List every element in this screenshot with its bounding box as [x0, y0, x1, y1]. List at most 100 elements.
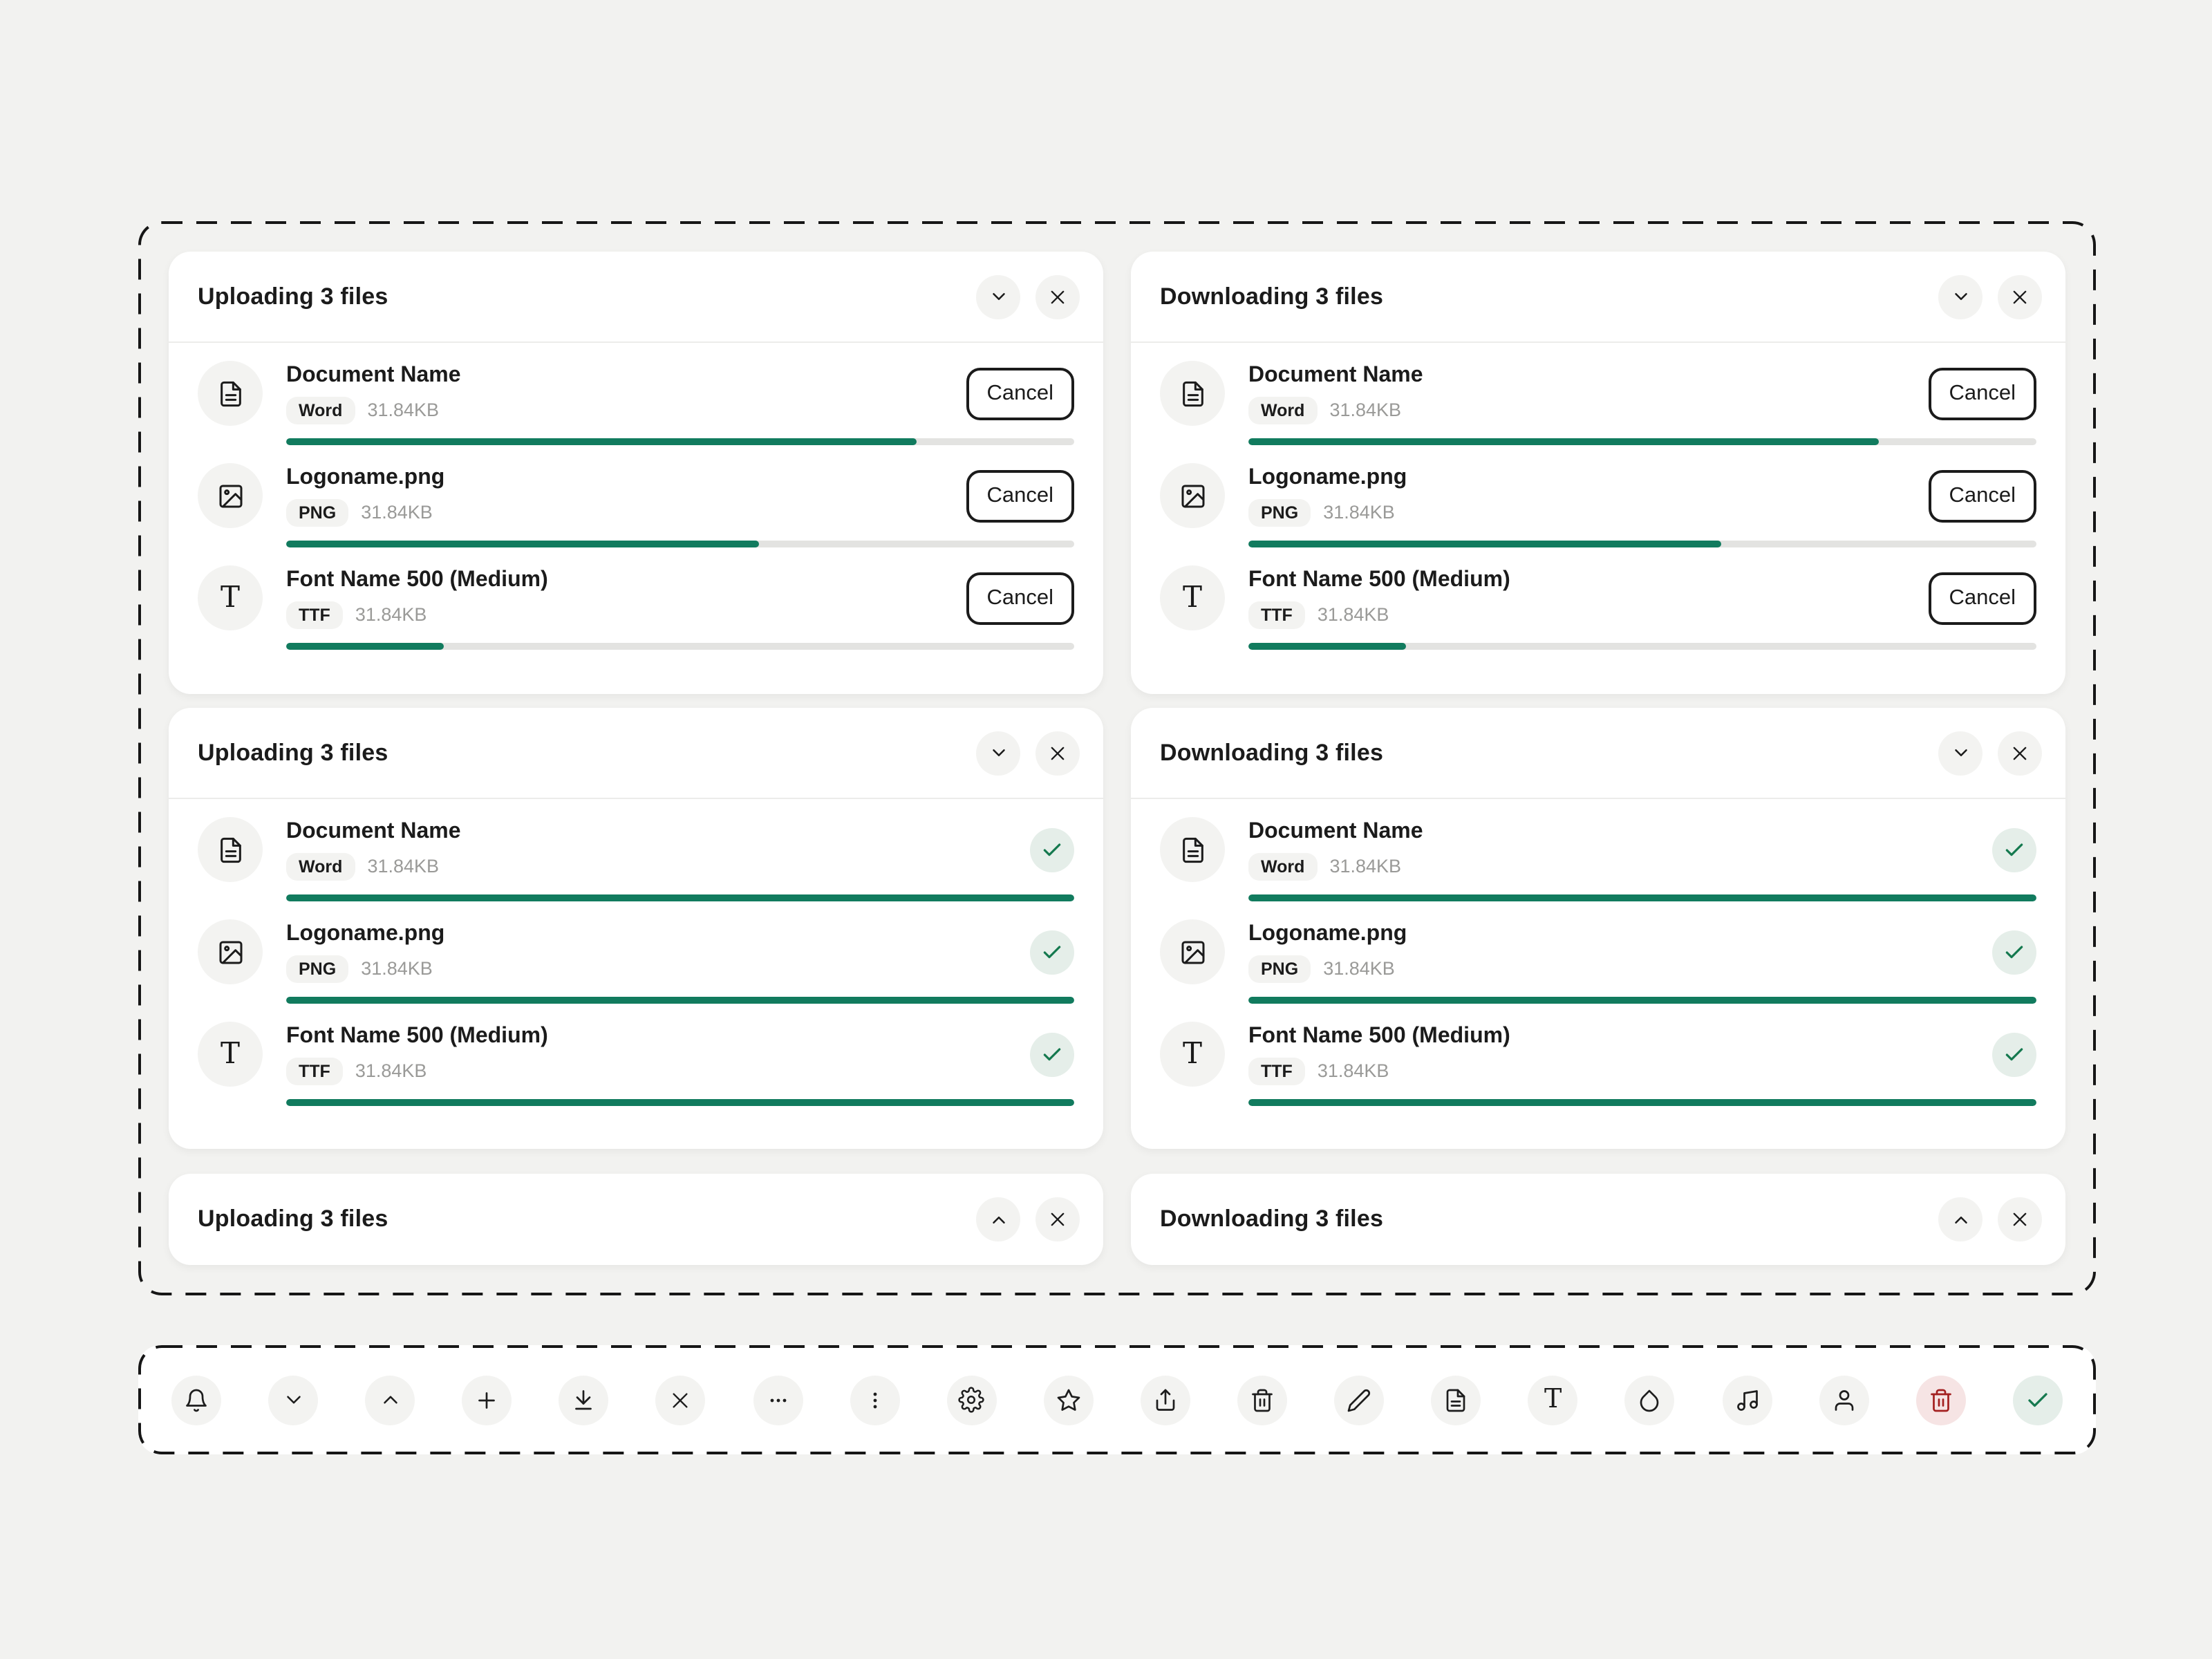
- panel-header: Uploading 3 files: [169, 708, 1103, 798]
- file-text-icon: [1182, 836, 1203, 863]
- close-button[interactable]: [1035, 1197, 1080, 1241]
- file-icon-circle: [1160, 919, 1225, 984]
- type-icon: T: [220, 1037, 240, 1070]
- more-horizontal-button[interactable]: [753, 1375, 803, 1425]
- more-horizontal-icon: [769, 1398, 786, 1402]
- file-info: Font Name 500 (Medium) TTF 31.84KB: [286, 1024, 1006, 1085]
- file-info: Document Name Word 31.84KB: [286, 819, 1006, 880]
- file-meta: TTF 31.84KB: [286, 601, 943, 628]
- upload-column: Uploading 3 files: [169, 252, 1103, 1265]
- file-button[interactable]: [1431, 1375, 1481, 1425]
- check-icon: [2027, 1392, 2047, 1407]
- chevron-down-icon: [992, 293, 1004, 300]
- user-button[interactable]: [1819, 1375, 1869, 1425]
- file-row: Document Name Word 31.84KB Cancel: [198, 361, 1074, 445]
- progress-fill: [1248, 894, 2036, 901]
- file-name: Logoname.png: [1248, 921, 1407, 945]
- expand-button[interactable]: [1938, 1197, 1983, 1241]
- close-button[interactable]: [1998, 274, 2042, 319]
- droplet-button[interactable]: [1624, 1375, 1675, 1425]
- file-text-icon: [1182, 380, 1203, 406]
- add-button[interactable]: [462, 1375, 512, 1425]
- close-button[interactable]: [1035, 274, 1080, 319]
- progress-track: [1248, 438, 2036, 445]
- file-type-badge: TTF: [1248, 601, 1305, 628]
- file-icon-circle: [198, 361, 263, 426]
- music-button[interactable]: [1722, 1375, 1772, 1425]
- collapse-button[interactable]: [1938, 274, 1983, 319]
- chevron-up-icon: [383, 1396, 397, 1404]
- progress-track: [286, 438, 1074, 445]
- progress-track: [1248, 541, 2036, 547]
- cancel-button[interactable]: Cancel: [1928, 367, 2036, 420]
- file-size: 31.84KB: [355, 1060, 427, 1081]
- file-row: Document Name Word 31.84KB Cancel: [1160, 361, 2036, 445]
- success-check-icon: [1992, 1032, 2036, 1076]
- chevron-down-button[interactable]: [268, 1375, 319, 1425]
- file-size: 31.84KB: [367, 856, 440, 877]
- file-size: 31.84KB: [1329, 400, 1402, 420]
- file-row: T Font Name 500 (Medium) TTF 31.84KB Can…: [198, 565, 1074, 650]
- share-button[interactable]: [1140, 1375, 1190, 1425]
- file-info: Document Name Word 31.84KB: [286, 363, 943, 424]
- file-icon-circle: [1160, 817, 1225, 882]
- file-list: Document Name Word 31.84KB: [169, 798, 1103, 1106]
- settings-button[interactable]: [946, 1375, 997, 1425]
- cancel-button[interactable]: Cancel: [1928, 469, 2036, 522]
- progress-track: [1248, 1099, 2036, 1106]
- file-size: 31.84KB: [1323, 502, 1395, 523]
- panel-header: Downloading 3 files: [1131, 708, 2065, 798]
- file-icon-circle: T: [1160, 565, 1225, 630]
- download-button[interactable]: [559, 1375, 609, 1425]
- file-type-badge: PNG: [1248, 498, 1311, 526]
- confirm-button[interactable]: [2012, 1375, 2063, 1425]
- progress-track: [1248, 997, 2036, 1004]
- file-info: Logoname.png PNG 31.84KB: [286, 921, 1006, 982]
- close-icon: [2013, 1212, 2027, 1226]
- file-icon-circle: [1160, 361, 1225, 426]
- progress-fill: [1248, 1099, 2036, 1106]
- close-button[interactable]: [1998, 1197, 2042, 1241]
- image-icon: [1181, 484, 1204, 507]
- type-icon: T: [220, 581, 240, 614]
- chevron-up-button[interactable]: [365, 1375, 415, 1425]
- file-row: T Font Name 500 (Medium) TTF 31.84KB Can…: [1160, 565, 2036, 650]
- chevron-down-icon: [1954, 749, 1967, 756]
- file-type-badge: TTF: [286, 601, 343, 628]
- text-button[interactable]: T: [1528, 1375, 1578, 1425]
- cancel-button[interactable]: Cancel: [966, 367, 1074, 420]
- header-actions: [1938, 1197, 2042, 1241]
- close-button[interactable]: [655, 1375, 706, 1425]
- panel-header: Downloading 3 files: [1131, 252, 2065, 341]
- cancel-button[interactable]: Cancel: [966, 469, 1074, 522]
- more-vertical-button[interactable]: [850, 1375, 900, 1425]
- collapse-button[interactable]: [1938, 731, 1983, 775]
- star-button[interactable]: [1043, 1375, 1094, 1425]
- type-icon: T: [1544, 1384, 1562, 1414]
- trash-button[interactable]: [1237, 1375, 1288, 1425]
- trash-icon: [1930, 1388, 1951, 1412]
- file-row: Logoname.png PNG 31.84KB: [1160, 919, 2036, 1004]
- expand-button[interactable]: [976, 1197, 1020, 1241]
- file-type-badge: Word: [1248, 396, 1318, 424]
- file-icon-circle: T: [198, 565, 263, 630]
- download-icon: [575, 1389, 592, 1409]
- bell-button[interactable]: [171, 1375, 221, 1425]
- collapse-button[interactable]: [976, 274, 1020, 319]
- panel-title: Downloading 3 files: [1160, 1206, 1384, 1232]
- close-icon: [1051, 1212, 1065, 1226]
- progress-track: [1248, 643, 2036, 650]
- file-size: 31.84KB: [367, 400, 440, 420]
- cancel-button[interactable]: Cancel: [1928, 572, 2036, 624]
- collapse-button[interactable]: [976, 731, 1020, 775]
- edit-button[interactable]: [1334, 1375, 1385, 1425]
- delete-button[interactable]: [1915, 1375, 1966, 1425]
- header-actions: [976, 274, 1080, 319]
- close-button[interactable]: [1998, 731, 2042, 775]
- cancel-button[interactable]: Cancel: [966, 572, 1074, 624]
- close-button[interactable]: [1035, 731, 1080, 775]
- file-name: Font Name 500 (Medium): [286, 568, 548, 591]
- chevron-down-icon: [992, 749, 1004, 756]
- header-actions: [1938, 731, 2042, 775]
